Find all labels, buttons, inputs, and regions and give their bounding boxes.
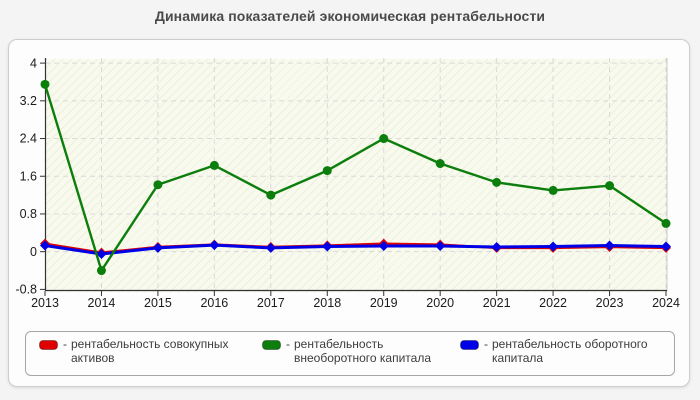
x-tick-label: 2021 (483, 296, 511, 310)
legend-swatch-blue (460, 340, 479, 350)
y-tick-label: 2.4 (20, 132, 37, 146)
data-point-marker (322, 241, 333, 252)
legend-item-total-assets: - рентабельность совокупных активов (39, 337, 231, 365)
legend-dash: - (286, 337, 290, 351)
legend-item-noncurrent-capital: - рентабельность внеоборотного капитала (262, 337, 436, 365)
legend-dash: - (484, 337, 488, 351)
data-point-marker (265, 242, 276, 253)
data-point-marker (378, 241, 389, 252)
y-tick-label: 0.8 (20, 207, 37, 221)
x-tick-label: 2019 (370, 296, 398, 310)
data-point-marker (209, 160, 219, 170)
x-tick-label: 2016 (200, 296, 228, 310)
y-tick-label: 3.2 (20, 94, 37, 108)
data-point-marker (322, 166, 332, 176)
x-tick-label: 2020 (426, 296, 454, 310)
data-point-marker (40, 79, 50, 89)
data-point-marker (435, 159, 445, 169)
plot-area-background (46, 59, 668, 292)
legend-label-working-capital: рентабельность оборотного капитала (492, 337, 648, 365)
data-point-marker (153, 180, 163, 190)
series-line-1 (43, 83, 668, 272)
data-point-marker (604, 240, 615, 251)
legend-label-total-assets: рентабельность совокупных активов (71, 337, 229, 365)
x-tick-label: 2018 (313, 296, 341, 310)
data-point-marker (492, 177, 502, 187)
data-point-marker (379, 134, 389, 144)
x-tick-label: 2023 (596, 296, 624, 310)
series-line-2 (43, 243, 668, 256)
x-tick-label: 2022 (539, 296, 567, 310)
legend: - рентабельность совокупных активов - ре… (25, 331, 675, 376)
page-title: Динамика показателей экономическая рента… (154, 8, 546, 24)
data-point-marker (435, 241, 446, 252)
legend-swatch-red (39, 340, 58, 350)
legend-label-noncurrent-capital: рентабельность внеоборотного капитала (294, 337, 431, 365)
y-tick-label: -0.8 (15, 283, 37, 297)
chart-panel (8, 39, 690, 387)
data-point-marker (96, 266, 106, 276)
data-point-marker (96, 249, 107, 260)
x-tick-label: 2014 (88, 296, 116, 310)
y-tick-label: 4 (30, 56, 37, 70)
x-tick-label: 2013 (31, 296, 59, 310)
data-point-marker (152, 242, 163, 253)
data-point-marker (661, 218, 671, 228)
data-point-marker (548, 185, 558, 195)
data-point-marker (605, 181, 615, 191)
data-point-marker (40, 240, 50, 251)
x-tick-label: 2015 (144, 296, 172, 310)
y-tick-label: 1.6 (20, 169, 37, 183)
legend-item-working-capital: - рентабельность оборотного капитала (460, 337, 660, 365)
data-point-marker (548, 241, 559, 252)
x-tick-label: 2017 (257, 296, 285, 310)
data-point-marker (661, 241, 671, 252)
data-point-marker (266, 190, 276, 200)
x-tick-label: 2024 (652, 296, 680, 310)
y-tick-label: 0 (30, 245, 37, 259)
legend-dash: - (63, 337, 67, 351)
data-point-marker (209, 240, 220, 251)
legend-swatch-green (262, 340, 281, 350)
data-point-marker (491, 241, 502, 252)
